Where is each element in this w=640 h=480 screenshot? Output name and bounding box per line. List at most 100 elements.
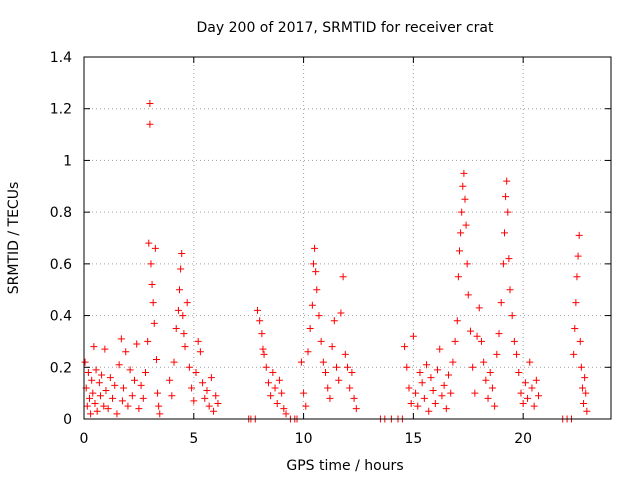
data-points — [81, 100, 591, 423]
data-point — [420, 394, 428, 402]
data-point — [501, 229, 509, 237]
data-point — [149, 299, 157, 307]
data-point — [117, 335, 125, 343]
data-point — [574, 252, 582, 260]
data-point — [461, 195, 469, 203]
data-point — [201, 394, 209, 402]
data-point — [473, 332, 481, 340]
data-point — [90, 343, 98, 351]
data-point — [333, 363, 341, 371]
data-point — [503, 177, 511, 185]
data-point — [118, 397, 126, 405]
data-point — [324, 384, 332, 392]
data-point — [95, 379, 103, 387]
data-point — [526, 358, 534, 366]
data-point — [416, 368, 424, 376]
y-tick-label: 0.2 — [50, 360, 72, 376]
data-point — [262, 363, 270, 371]
data-point — [535, 392, 543, 400]
data-point — [480, 358, 488, 366]
data-point — [312, 268, 320, 276]
data-point — [176, 286, 184, 294]
data-point — [282, 410, 290, 418]
data-point — [133, 340, 141, 348]
data-point — [405, 384, 413, 392]
data-point — [436, 345, 444, 353]
data-point — [151, 244, 159, 252]
data-point — [88, 376, 96, 384]
data-point — [304, 348, 312, 356]
data-point — [154, 389, 162, 397]
data-point — [521, 379, 529, 387]
data-point — [466, 327, 474, 335]
data-point — [174, 306, 182, 314]
y-axis-label: SRMTID / TECUs — [6, 182, 22, 295]
data-point — [205, 402, 213, 410]
data-point — [575, 231, 583, 239]
data-point — [454, 273, 462, 281]
data-point — [91, 399, 99, 407]
data-point — [326, 394, 334, 402]
x-axis-label: GPS time / hours — [286, 458, 403, 474]
data-point — [275, 376, 283, 384]
data-point — [447, 389, 455, 397]
data-point — [177, 265, 185, 273]
data-point — [183, 299, 191, 307]
data-point — [194, 337, 202, 345]
data-point — [185, 363, 193, 371]
data-point — [348, 368, 356, 376]
data-point — [199, 379, 207, 387]
data-point — [582, 389, 590, 397]
data-point — [203, 387, 211, 395]
data-point — [271, 384, 279, 392]
data-point — [166, 376, 174, 384]
data-point — [504, 208, 512, 216]
data-point — [580, 399, 588, 407]
data-point — [178, 250, 186, 258]
data-point — [341, 350, 349, 358]
data-point — [259, 345, 267, 353]
data-point — [126, 366, 134, 374]
data-point — [131, 376, 139, 384]
data-point — [418, 379, 426, 387]
data-point — [403, 363, 411, 371]
data-point — [104, 405, 112, 413]
data-point — [212, 392, 220, 400]
x-tick-label: 10 — [295, 431, 313, 447]
data-point — [583, 407, 591, 415]
data-point — [401, 343, 409, 351]
data-point — [81, 358, 89, 366]
data-point — [571, 325, 579, 332]
data-point — [258, 330, 266, 338]
data-point — [188, 384, 196, 392]
data-point — [106, 374, 114, 382]
data-point — [484, 394, 492, 402]
data-point — [273, 399, 281, 407]
data-point — [460, 169, 468, 177]
data-point — [83, 402, 91, 410]
data-point — [515, 368, 523, 376]
data-point — [179, 312, 187, 320]
data-point — [464, 291, 472, 299]
data-point — [84, 368, 92, 376]
data-point — [302, 402, 310, 410]
y-tick-label: 0.6 — [50, 257, 72, 273]
data-point — [346, 384, 354, 392]
data-point — [260, 350, 268, 358]
grid — [84, 57, 611, 419]
data-point — [434, 366, 442, 374]
data-point — [570, 350, 578, 358]
data-point — [486, 368, 494, 376]
data-point — [352, 405, 360, 413]
data-point — [581, 374, 589, 382]
data-point — [313, 286, 321, 294]
data-point — [146, 120, 154, 128]
data-point — [102, 387, 110, 395]
data-point — [148, 281, 156, 289]
data-point — [168, 392, 176, 400]
data-point — [115, 361, 123, 369]
data-point — [145, 239, 153, 247]
data-point — [429, 387, 437, 395]
data-point — [573, 273, 581, 281]
data-point — [513, 350, 521, 358]
